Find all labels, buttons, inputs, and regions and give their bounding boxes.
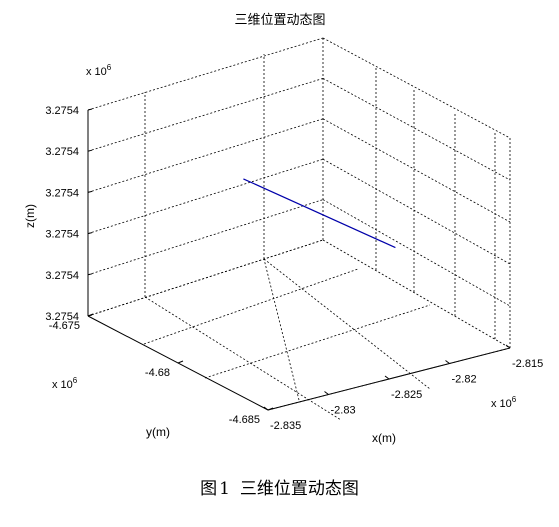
z-tick <box>87 149 93 152</box>
caption-prefix: 图 <box>200 479 218 499</box>
x-multiplier: x 106 <box>491 395 517 410</box>
grid-line <box>322 78 511 181</box>
grid-line <box>87 37 324 111</box>
z-tick-label: 3.2754 <box>45 311 79 323</box>
x-tick-labels: -2.835 -2.83 -2.825 -2.82 -2.815 <box>270 358 543 432</box>
z-tick <box>87 273 93 276</box>
z-tick-label: 3.2754 <box>45 229 79 241</box>
grid-line <box>87 78 324 152</box>
z-tick-label: 3.2754 <box>45 187 79 199</box>
grid-line <box>322 37 511 139</box>
caption-number: 1 <box>219 479 230 499</box>
grid-line <box>204 304 431 379</box>
grid-line <box>322 239 511 349</box>
grid-line <box>143 268 359 345</box>
x-tick <box>445 360 450 364</box>
x-tick <box>263 406 269 411</box>
y-multiplier: x 106 <box>52 376 78 391</box>
tick-marks <box>87 108 511 411</box>
grid <box>87 37 511 421</box>
grid-line <box>144 296 342 421</box>
y-tick-label: -4.68 <box>145 367 170 379</box>
x-tick-label: -2.835 <box>270 420 301 432</box>
data-layer <box>243 178 396 249</box>
x-tick-label: -2.825 <box>391 389 422 401</box>
y-axis-label: y(m) <box>146 425 170 439</box>
z-tick <box>87 190 93 193</box>
axes-frame <box>87 110 511 411</box>
z-axis-label: z(m) <box>23 204 37 228</box>
trajectory-line <box>243 178 396 249</box>
grid-line <box>322 118 511 223</box>
caption-text: 三维位置动态图 <box>239 479 359 499</box>
x-tick-label: -2.815 <box>512 358 543 370</box>
grid-line <box>322 199 511 307</box>
y-tick-label: -4.685 <box>229 414 260 426</box>
z-multiplier: x 106 <box>86 63 112 78</box>
figure-caption: 图 1 三维位置动态图 <box>0 474 559 499</box>
grid-line <box>87 118 324 193</box>
x-tick <box>324 391 329 395</box>
grid-line <box>87 158 324 234</box>
y-tick-label: -4.675 <box>49 320 80 332</box>
grid-line <box>263 258 431 390</box>
y-tick <box>177 360 184 364</box>
chart-title: 三维位置动态图 <box>234 12 325 27</box>
x-axis-label: x(m) <box>372 431 396 445</box>
x-tick-label: -2.83 <box>331 405 356 417</box>
grid-line <box>322 158 511 265</box>
z-tick <box>87 108 93 111</box>
y-tick <box>87 313 94 317</box>
x-tick-label: -2.82 <box>452 374 477 386</box>
grid-line <box>87 239 324 317</box>
y-tick <box>267 407 274 411</box>
grid-line <box>263 258 300 401</box>
x-tick <box>384 375 390 380</box>
z-tick-labels: 3.2754 3.2754 3.2754 3.2754 3.2754 3.2754 <box>45 105 79 323</box>
chart: 三维位置动态图 -2.835 -2.83 -2.825 -2.82 -2.815 -4.… <box>23 12 543 445</box>
grid-line <box>87 199 324 276</box>
z-tick-label: 3.2754 <box>45 146 79 158</box>
y-tick-labels: -4.685 -4.68 -4.675 <box>49 320 260 426</box>
z-tick <box>87 232 93 235</box>
x-tick <box>505 344 511 349</box>
z-tick-label: 3.2754 <box>45 270 79 282</box>
z-tick-label: 3.2754 <box>45 105 79 117</box>
